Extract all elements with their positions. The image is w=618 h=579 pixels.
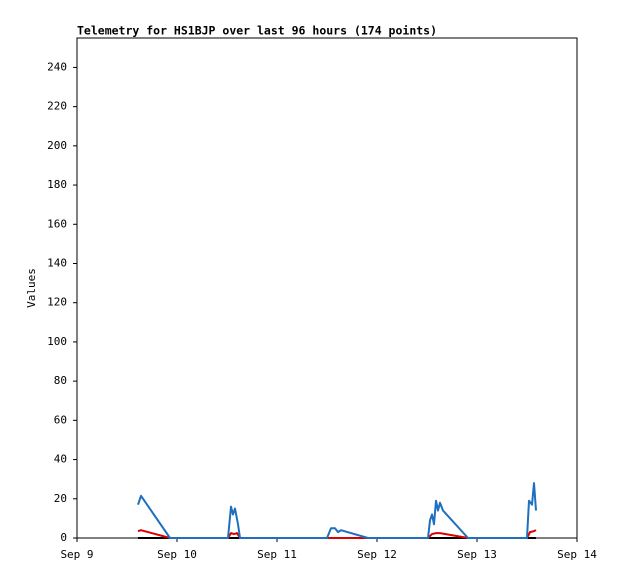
y-tick-label: 180 — [47, 178, 67, 191]
x-tick-label: Sep 11 — [257, 548, 297, 561]
x-tick-label: Sep 14 — [557, 548, 597, 561]
x-tick-label: Sep 12 — [357, 548, 397, 561]
y-tick-label: 200 — [47, 139, 67, 152]
y-tick-label: 20 — [54, 492, 67, 505]
y-tick-label: 0 — [60, 531, 67, 544]
y-tick-label: 220 — [47, 100, 67, 113]
y-tick-label: 240 — [47, 60, 67, 73]
y-tick-label: 120 — [47, 296, 67, 309]
y-tick-label: 80 — [54, 374, 67, 387]
y-tick-label: 140 — [47, 256, 67, 269]
x-tick-label: Sep 10 — [157, 548, 197, 561]
y-tick-label: 160 — [47, 217, 67, 230]
y-tick-label: 60 — [54, 413, 67, 426]
x-tick-label: Sep 13 — [457, 548, 497, 561]
y-tick-label: 40 — [54, 453, 67, 466]
series-line — [137, 482, 537, 539]
y-axis-label: Values — [25, 268, 38, 308]
chart-title: Telemetry for HS1BJP over last 96 hours … — [77, 24, 437, 38]
x-tick-label: Sep 9 — [60, 548, 93, 561]
y-tick-label: 100 — [47, 335, 67, 348]
plot-frame — [76, 37, 578, 539]
